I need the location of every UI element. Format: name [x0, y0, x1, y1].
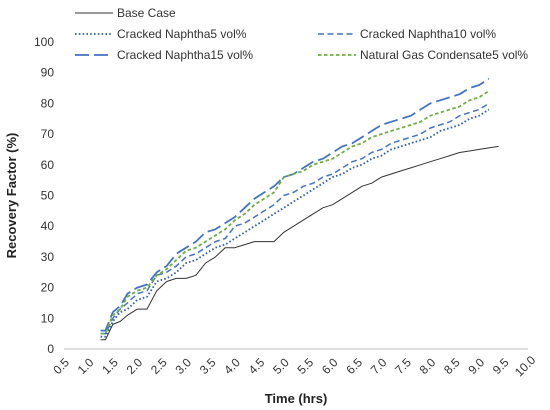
y-tick-label: 50 [41, 189, 55, 203]
x-axis-title: Time (hrs) [265, 391, 328, 406]
series-line-base-case [100, 145, 499, 341]
x-tick-label: 8.5 [441, 355, 463, 377]
x-tick-label: 1.5 [99, 355, 121, 377]
x-tick-label: 2.5 [148, 355, 170, 377]
y-tick-label: 10 [41, 311, 55, 325]
x-tick-label: 6.5 [343, 355, 365, 377]
series-line-cracked-naphtha10-vol [100, 102, 490, 335]
series-line-natural-gas-condensate5-vol [100, 90, 490, 335]
x-tick-label: 10.0 [512, 353, 539, 380]
legend-label-cracked-naphtha10-vol: Cracked Naphtha10 vol% [360, 27, 496, 41]
x-tick-label: 9.0 [465, 355, 487, 377]
series-line-cracked-naphtha5-vol [100, 108, 490, 338]
x-tick-label: 3.0 [172, 355, 194, 377]
legend: Base Case Cracked Naphtha5 vol% Cracked Na… [75, 6, 528, 62]
x-tick-label: 6.0 [319, 355, 341, 377]
y-tick-label: 70 [41, 127, 55, 141]
x-tick-label: 8.0 [417, 355, 439, 377]
x-tick-label: 4.5 [246, 355, 268, 377]
x-tick-label: 7.5 [392, 355, 414, 377]
y-tick-label: 0 [47, 342, 54, 356]
x-tick-label: 9.5 [490, 355, 512, 377]
x-tick-label: 3.5 [197, 355, 219, 377]
y-tick-label: 60 [41, 158, 55, 172]
x-tick-label: 0.5 [50, 355, 72, 377]
legend-label-cracked-naphtha15-vol: Cracked Naphtha15 vol% [117, 48, 253, 62]
legend-label-cracked-naphtha5-vol: Cracked Naphtha5 vol% [117, 27, 247, 41]
y-tick-label: 100 [34, 35, 54, 49]
legend-label-base-case: Base Case [117, 6, 176, 20]
x-tick-label: 5.5 [295, 355, 317, 377]
legend-label-natural-gas-condensate5-vol: Natural Gas Condensate5 vol% [360, 48, 528, 62]
y-axis-ticks: 0 10 20 30 40 50 60 70 80 90 100 [34, 35, 54, 356]
series-line-cracked-naphtha15-vol [100, 78, 490, 332]
y-tick-label: 80 [41, 96, 55, 110]
y-tick-label: 40 [41, 219, 55, 233]
y-axis-title: Recovery Factor (%) [4, 133, 19, 259]
y-tick-label: 20 [41, 281, 55, 295]
x-tick-label: 2.0 [124, 355, 146, 377]
y-tick-label: 90 [41, 66, 55, 80]
y-tick-label: 30 [41, 250, 55, 264]
x-tick-label: 1.0 [75, 355, 97, 377]
x-axis-ticks: 0.5 1.0 1.5 2.0 2.5 3.0 3.5 4.0 4.5 5.0 5.5 6.0 6.5 7… [50, 353, 538, 380]
x-tick-label: 5.0 [270, 355, 292, 377]
series-layer [100, 78, 499, 341]
x-tick-label: 7.0 [368, 355, 390, 377]
x-tick-label: 4.0 [221, 355, 243, 377]
